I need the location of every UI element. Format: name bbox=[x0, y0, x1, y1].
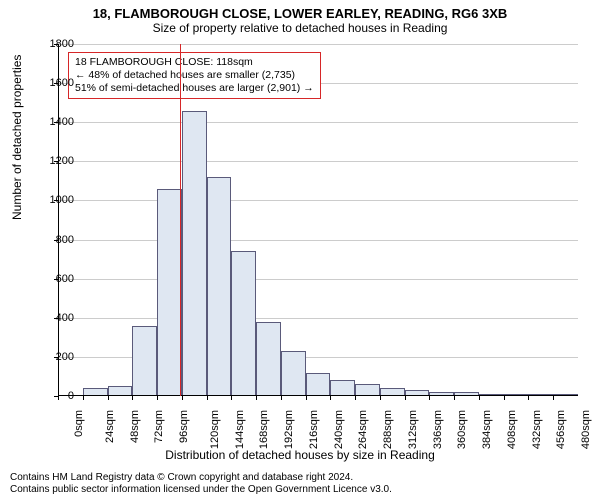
x-tick-label: 456sqm bbox=[556, 410, 568, 449]
x-tick-label: 384sqm bbox=[481, 410, 493, 449]
x-tick-label: 192sqm bbox=[283, 410, 295, 449]
x-axis-line bbox=[58, 395, 578, 396]
chart-container: 18, FLAMBOROUGH CLOSE, LOWER EARLEY, REA… bbox=[0, 0, 600, 500]
x-tick-label: 72sqm bbox=[153, 410, 165, 443]
x-tick-mark bbox=[281, 396, 282, 400]
x-tick-label: 360sqm bbox=[457, 410, 469, 449]
x-tick-mark bbox=[182, 396, 183, 400]
histogram-bar bbox=[231, 251, 256, 396]
x-tick-mark bbox=[157, 396, 158, 400]
x-tick-label: 96sqm bbox=[178, 410, 190, 443]
reference-line bbox=[180, 44, 181, 396]
y-tick-label: 1400 bbox=[34, 116, 74, 128]
grid-line bbox=[58, 122, 578, 123]
annotation-box: 18 FLAMBOROUGH CLOSE: 118sqm← 48% of det… bbox=[68, 52, 321, 99]
x-axis-label: Distribution of detached houses by size … bbox=[0, 448, 600, 462]
x-tick-mark bbox=[504, 396, 505, 400]
y-axis-label: Number of detached properties bbox=[10, 55, 24, 220]
x-tick-label: 120sqm bbox=[209, 410, 221, 449]
x-tick-label: 288sqm bbox=[382, 410, 394, 449]
footer-line-1: Contains HM Land Registry data © Crown c… bbox=[10, 472, 392, 484]
x-tick-label: 480sqm bbox=[580, 410, 592, 449]
y-tick-label: 1200 bbox=[34, 155, 74, 167]
histogram-bar bbox=[281, 351, 306, 396]
y-tick-label: 200 bbox=[34, 351, 74, 363]
x-tick-label: 168sqm bbox=[258, 410, 270, 449]
annotation-line: 18 FLAMBOROUGH CLOSE: 118sqm bbox=[75, 56, 314, 69]
x-tick-mark bbox=[429, 396, 430, 400]
x-tick-mark bbox=[528, 396, 529, 400]
x-tick-mark bbox=[256, 396, 257, 400]
histogram-bar bbox=[256, 322, 281, 396]
x-tick-mark bbox=[479, 396, 480, 400]
x-tick-mark bbox=[355, 396, 356, 400]
x-tick-label: 432sqm bbox=[531, 410, 543, 449]
x-tick-mark bbox=[108, 396, 109, 400]
x-tick-label: 264sqm bbox=[358, 410, 370, 449]
x-tick-label: 312sqm bbox=[407, 410, 419, 449]
histogram-bar bbox=[182, 111, 207, 397]
y-tick-label: 1600 bbox=[34, 77, 74, 89]
x-tick-label: 144sqm bbox=[234, 410, 246, 449]
x-tick-mark bbox=[553, 396, 554, 400]
x-tick-mark bbox=[405, 396, 406, 400]
x-tick-label: 216sqm bbox=[308, 410, 320, 449]
x-tick-label: 24sqm bbox=[104, 410, 116, 443]
y-tick-label: 1000 bbox=[34, 194, 74, 206]
annotation-line: ← 48% of detached houses are smaller (2,… bbox=[75, 69, 314, 82]
plot-area: 18 FLAMBOROUGH CLOSE: 118sqm← 48% of det… bbox=[58, 44, 578, 396]
histogram-bar bbox=[132, 326, 157, 396]
histogram-bar bbox=[306, 373, 331, 396]
histogram-bar bbox=[207, 177, 232, 396]
x-tick-mark bbox=[306, 396, 307, 400]
y-tick-label: 0 bbox=[34, 390, 74, 402]
x-tick-mark bbox=[231, 396, 232, 400]
x-tick-mark bbox=[207, 396, 208, 400]
chart-title-main: 18, FLAMBOROUGH CLOSE, LOWER EARLEY, REA… bbox=[0, 0, 600, 21]
grid-line bbox=[58, 44, 578, 45]
x-tick-label: 0sqm bbox=[73, 410, 85, 437]
histogram-bar bbox=[157, 189, 182, 396]
grid-line bbox=[58, 318, 578, 319]
x-tick-label: 408sqm bbox=[506, 410, 518, 449]
x-tick-label: 48sqm bbox=[129, 410, 141, 443]
y-tick-label: 800 bbox=[34, 234, 74, 246]
grid-line bbox=[58, 240, 578, 241]
x-tick-label: 240sqm bbox=[333, 410, 345, 449]
footer-attribution: Contains HM Land Registry data © Crown c… bbox=[10, 472, 392, 496]
histogram-bar bbox=[330, 380, 355, 396]
x-tick-mark bbox=[380, 396, 381, 400]
x-tick-mark bbox=[83, 396, 84, 400]
grid-line bbox=[58, 200, 578, 201]
footer-line-2: Contains public sector information licen… bbox=[10, 484, 392, 496]
y-tick-label: 1800 bbox=[34, 38, 74, 50]
y-tick-label: 400 bbox=[34, 312, 74, 324]
grid-line bbox=[58, 161, 578, 162]
x-tick-mark bbox=[330, 396, 331, 400]
grid-line bbox=[58, 279, 578, 280]
x-tick-label: 336sqm bbox=[432, 410, 444, 449]
y-axis-line bbox=[58, 44, 59, 396]
y-tick-label: 600 bbox=[34, 273, 74, 285]
chart-title-sub: Size of property relative to detached ho… bbox=[0, 21, 600, 37]
annotation-line: 51% of semi-detached houses are larger (… bbox=[75, 82, 314, 95]
x-tick-mark bbox=[454, 396, 455, 400]
x-tick-mark bbox=[132, 396, 133, 400]
